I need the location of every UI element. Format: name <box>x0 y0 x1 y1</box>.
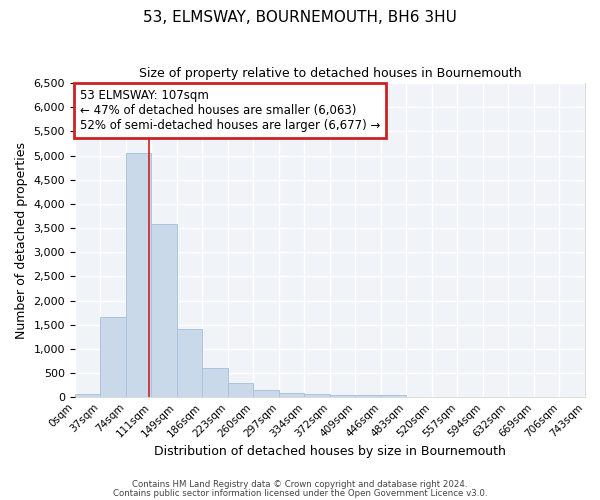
Bar <box>228 383 253 397</box>
Bar <box>100 318 126 397</box>
Bar <box>355 394 381 397</box>
Text: 53, ELMSWAY, BOURNEMOUTH, BH6 3HU: 53, ELMSWAY, BOURNEMOUTH, BH6 3HU <box>143 10 457 25</box>
Bar <box>253 390 279 397</box>
Bar <box>75 394 100 397</box>
Bar <box>177 328 202 397</box>
Text: Contains public sector information licensed under the Open Government Licence v3: Contains public sector information licen… <box>113 488 487 498</box>
Text: Contains HM Land Registry data © Crown copyright and database right 2024.: Contains HM Land Registry data © Crown c… <box>132 480 468 489</box>
Bar <box>304 394 330 397</box>
Bar <box>279 393 304 397</box>
Y-axis label: Number of detached properties: Number of detached properties <box>15 142 28 338</box>
Bar <box>151 224 177 397</box>
Bar <box>330 394 355 397</box>
X-axis label: Distribution of detached houses by size in Bournemouth: Distribution of detached houses by size … <box>154 444 506 458</box>
Bar <box>126 152 151 397</box>
Bar <box>381 394 406 397</box>
Text: 53 ELMSWAY: 107sqm
← 47% of detached houses are smaller (6,063)
52% of semi-deta: 53 ELMSWAY: 107sqm ← 47% of detached hou… <box>80 90 380 132</box>
Title: Size of property relative to detached houses in Bournemouth: Size of property relative to detached ho… <box>139 68 521 80</box>
Bar <box>202 368 228 397</box>
